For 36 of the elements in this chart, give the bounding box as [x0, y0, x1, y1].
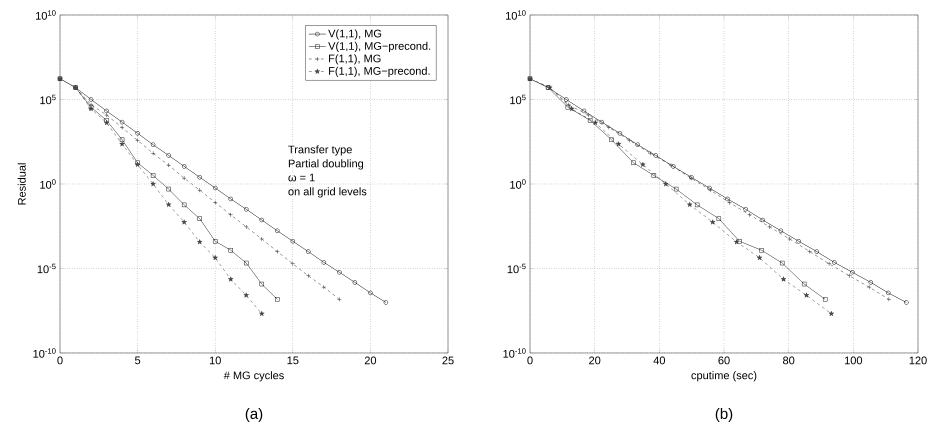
legend-label: F(1,1), MG — [329, 54, 380, 65]
y-tick-label: 10$^{-5}$ — [38, 264, 56, 274]
y-tick-label: 10$^{-10}$ — [503, 348, 526, 358]
y-axis-title: Residual — [18, 163, 26, 204]
x-tick-label: 40 — [653, 356, 666, 364]
x-tick-label: 20 — [589, 356, 600, 364]
x-tick-label: 100 — [844, 356, 862, 364]
text: (a) — [246, 408, 262, 422]
y-tick-label: 10$^{-10}$ — [33, 348, 56, 358]
y-tick-label: 10$^{5}$ — [40, 94, 56, 104]
x-axis-title: # MG cycles — [224, 371, 284, 382]
text: (b) — [716, 408, 732, 422]
y-tick-label: 10$^{5}$ — [510, 94, 526, 104]
legend-label: F(1,1), MG−precond. — [329, 66, 430, 77]
x-tick-label: 60 — [718, 356, 730, 364]
annotation: on all grid levels — [288, 187, 366, 198]
annotation: Transfer type — [288, 145, 352, 156]
y-tick-label: 10$^{0}$ — [40, 179, 56, 189]
y-tick-label: 10$^{10}$ — [506, 10, 526, 20]
x-tick-label: 20 — [364, 356, 376, 364]
legend-label: V(1,1), MG — [328, 29, 382, 40]
annotation: ω = 1 — [288, 174, 315, 182]
y-tick-label: 10$^{0}$ — [510, 179, 526, 189]
x-tick-label: 5 — [134, 356, 140, 364]
x-tick-label: 80 — [783, 356, 794, 364]
annotation: Partial doubling — [288, 159, 364, 170]
x-tick-label: 25 — [442, 356, 454, 364]
y-tick-label: 10$^{10}$ — [36, 10, 56, 20]
legend-label: V(1,1), MG−precond. — [328, 42, 430, 52]
x-axis-title: cputime (sec) — [691, 371, 756, 382]
y-tick-label: 10$^{-5}$ — [508, 264, 526, 274]
x-tick-label: 0 — [527, 356, 533, 364]
x-tick-label: 10 — [210, 356, 221, 364]
x-tick-label: 120 — [910, 356, 927, 364]
x-tick-label: 15 — [288, 356, 298, 364]
x-tick-label: 0 — [57, 356, 63, 364]
